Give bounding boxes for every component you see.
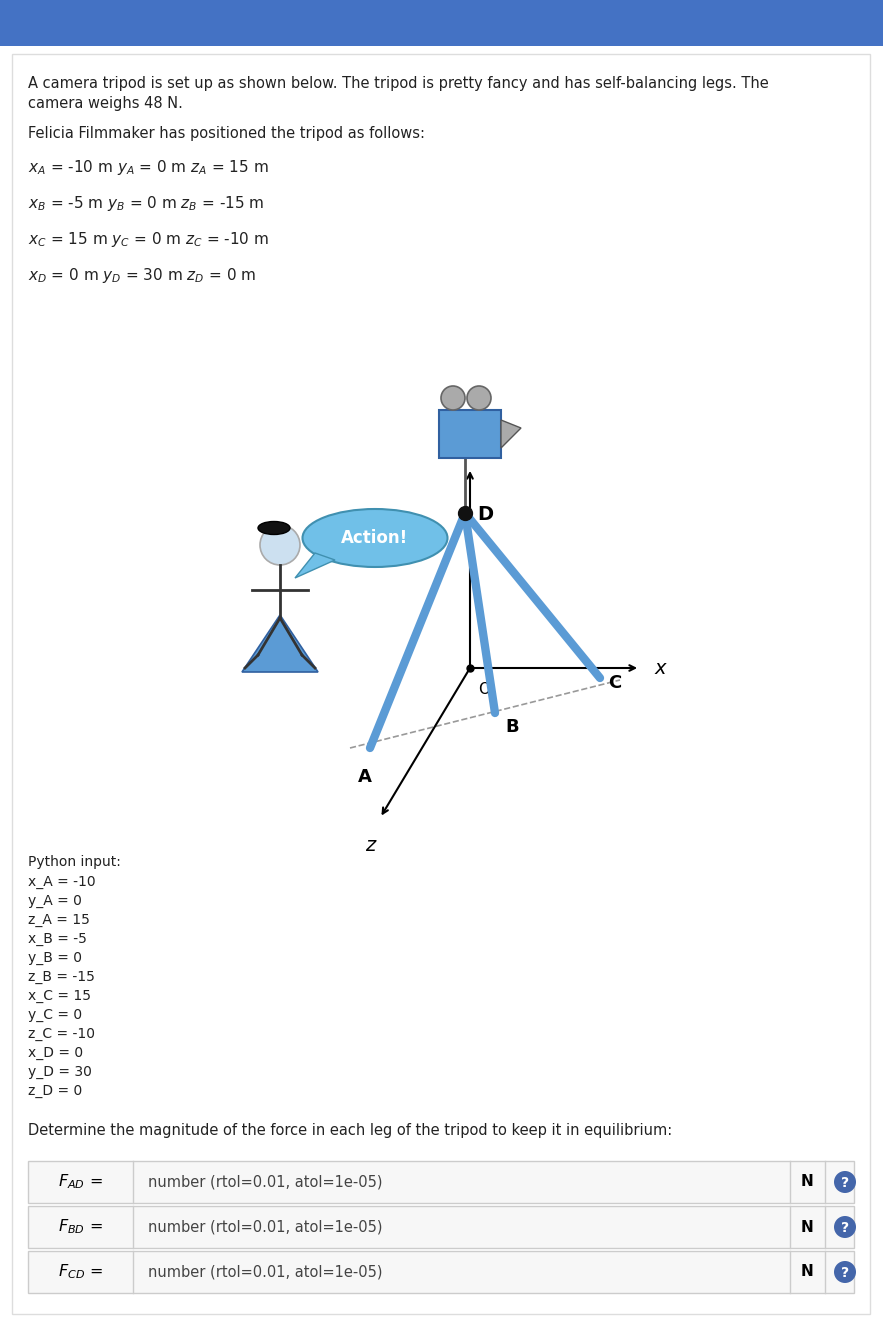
Text: y_C = 0: y_C = 0 <box>28 1009 82 1022</box>
Text: z_A = 15: z_A = 15 <box>28 913 90 928</box>
Circle shape <box>834 1170 856 1193</box>
FancyBboxPatch shape <box>0 0 883 46</box>
Text: y: y <box>464 434 476 453</box>
Polygon shape <box>295 553 335 579</box>
Text: $x_A$ = -10 m $y_A$ = 0 m $z_A$ = 15 m: $x_A$ = -10 m $y_A$ = 0 m $z_A$ = 15 m <box>28 158 268 176</box>
Circle shape <box>834 1261 856 1283</box>
Circle shape <box>834 1216 856 1238</box>
Circle shape <box>467 386 491 410</box>
Polygon shape <box>242 614 318 671</box>
Text: $x_D$ = 0 m $y_D$ = 30 m $z_D$ = 0 m: $x_D$ = 0 m $y_D$ = 30 m $z_D$ = 0 m <box>28 265 256 285</box>
Text: D: D <box>477 506 493 524</box>
Text: B: B <box>505 718 518 736</box>
Text: y_B = 0: y_B = 0 <box>28 951 82 965</box>
Text: N: N <box>801 1265 813 1279</box>
Text: z: z <box>365 836 375 855</box>
FancyBboxPatch shape <box>28 1251 854 1292</box>
Text: x_C = 15: x_C = 15 <box>28 989 91 1003</box>
Text: ?: ? <box>841 1266 849 1281</box>
Circle shape <box>260 525 300 565</box>
Text: x_B = -5: x_B = -5 <box>28 932 87 946</box>
Text: x_D = 0: x_D = 0 <box>28 1046 83 1060</box>
FancyBboxPatch shape <box>28 1161 854 1204</box>
Text: ?: ? <box>841 1221 849 1235</box>
Text: $F_{AD}$ =: $F_{AD}$ = <box>57 1173 102 1192</box>
Text: $x_B$ = -5 m $y_B$ = 0 m $z_B$ = -15 m: $x_B$ = -5 m $y_B$ = 0 m $z_B$ = -15 m <box>28 194 265 214</box>
Text: camera weighs 48 N.: camera weighs 48 N. <box>28 96 183 111</box>
Text: O: O <box>478 682 490 697</box>
Text: number (rtol=0.01, atol=1e-05): number (rtol=0.01, atol=1e-05) <box>148 1265 382 1279</box>
Text: x_A = -10: x_A = -10 <box>28 874 95 889</box>
Text: $F_{CD}$ =: $F_{CD}$ = <box>57 1263 102 1282</box>
FancyBboxPatch shape <box>439 410 501 458</box>
Text: z_B = -15: z_B = -15 <box>28 970 94 985</box>
Ellipse shape <box>303 510 448 567</box>
Text: Felicia Filmmaker has positioned the tripod as follows:: Felicia Filmmaker has positioned the tri… <box>28 126 425 141</box>
Text: Determine the magnitude of the force in each leg of the tripod to keep it in equ: Determine the magnitude of the force in … <box>28 1123 672 1139</box>
Text: z_D = 0: z_D = 0 <box>28 1084 82 1097</box>
Text: A camera tripod is set up as shown below. The tripod is pretty fancy and has sel: A camera tripod is set up as shown below… <box>28 76 769 92</box>
Text: N: N <box>801 1220 813 1234</box>
Ellipse shape <box>258 522 290 535</box>
Circle shape <box>441 386 465 410</box>
Text: number (rtol=0.01, atol=1e-05): number (rtol=0.01, atol=1e-05) <box>148 1220 382 1234</box>
Text: A: A <box>358 768 372 786</box>
Text: ?: ? <box>841 1176 849 1190</box>
Text: Action!: Action! <box>342 529 409 547</box>
Text: N: N <box>801 1174 813 1189</box>
Text: #1118. 3D equilibrium: #1118. 3D equilibrium <box>18 15 245 32</box>
Polygon shape <box>501 421 521 449</box>
Text: z_C = -10: z_C = -10 <box>28 1027 95 1040</box>
Text: x: x <box>654 658 666 678</box>
FancyBboxPatch shape <box>12 54 870 1314</box>
Text: Python input:: Python input: <box>28 855 121 869</box>
Text: C: C <box>608 674 622 691</box>
Text: y_D = 30: y_D = 30 <box>28 1066 92 1079</box>
Text: number (rtol=0.01, atol=1e-05): number (rtol=0.01, atol=1e-05) <box>148 1174 382 1189</box>
Text: $x_C$ = 15 m $y_C$ = 0 m $z_C$ = -10 m: $x_C$ = 15 m $y_C$ = 0 m $z_C$ = -10 m <box>28 230 269 249</box>
Text: y_A = 0: y_A = 0 <box>28 894 82 908</box>
Text: $F_{BD}$ =: $F_{BD}$ = <box>57 1218 102 1237</box>
FancyBboxPatch shape <box>28 1206 854 1247</box>
